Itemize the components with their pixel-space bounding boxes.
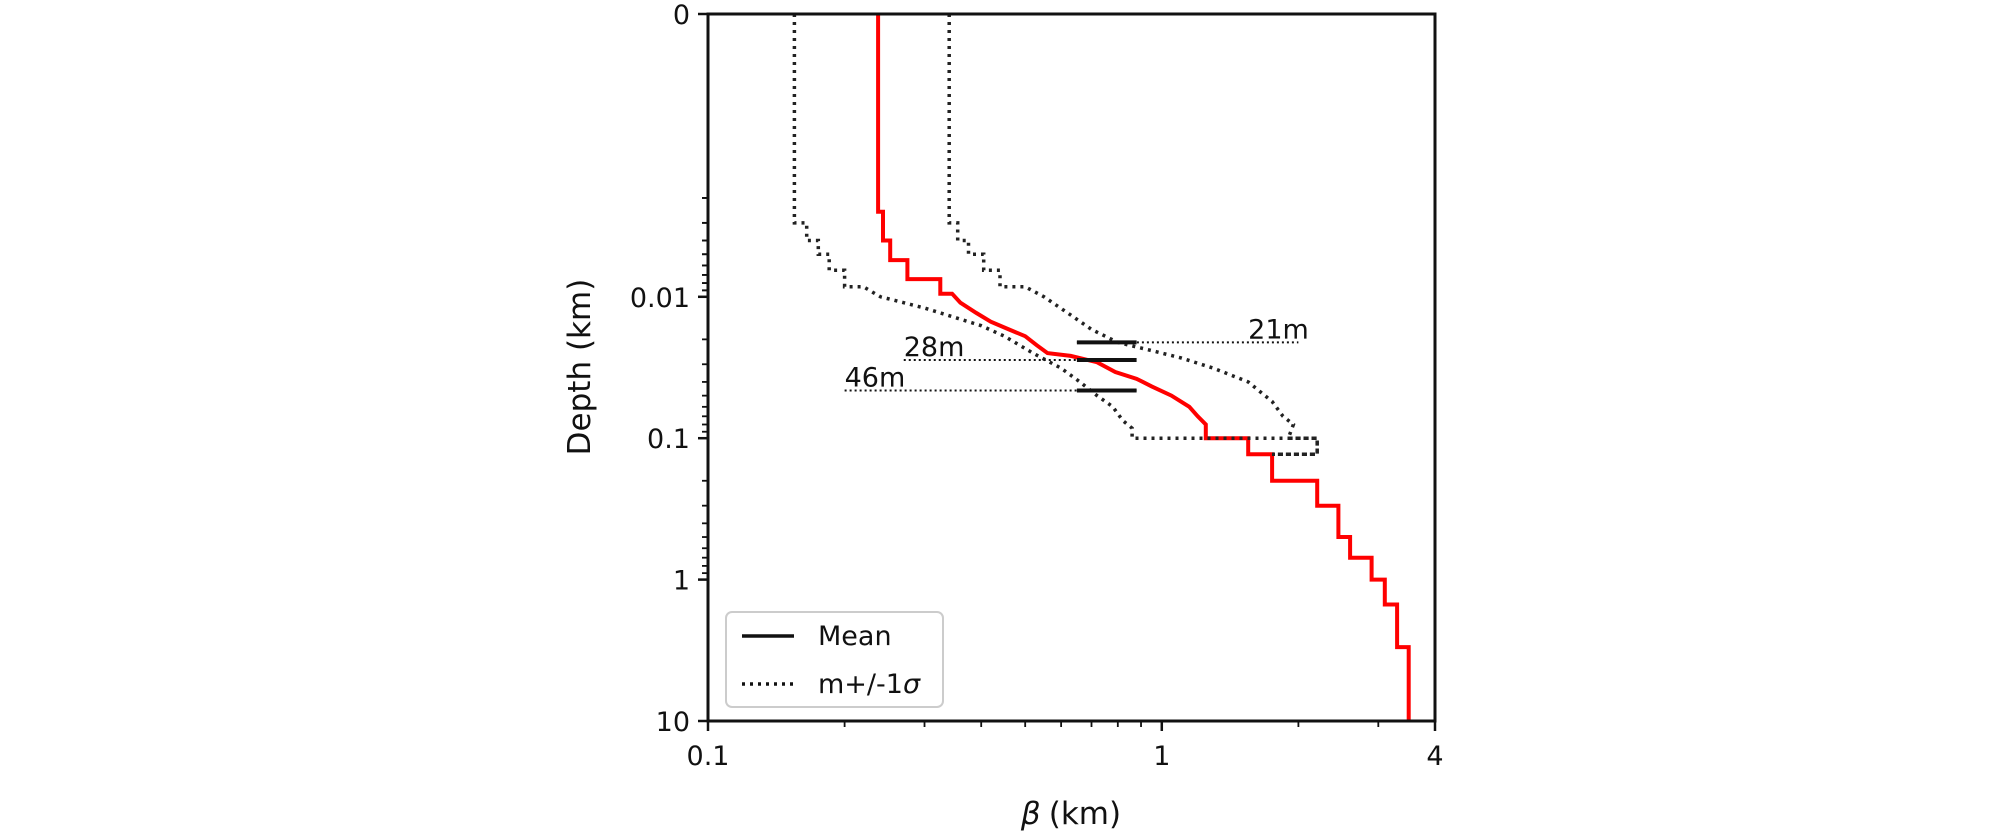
x-axis-title: β (km): [1020, 796, 1121, 832]
y-tick-label-0.1: 0.1: [647, 424, 690, 455]
x-axis-title-unit: (km): [1049, 796, 1121, 832]
x-tick-label-0.1: 0.1: [687, 741, 730, 772]
legend-label-sigma-symbol: σ: [903, 669, 921, 700]
sigma-profile-line-2: [947, 14, 1319, 457]
annotation-label-28m: 28m: [904, 332, 965, 363]
y-axis-title: Depth (km): [562, 279, 598, 456]
y-tick-label-10: 10: [656, 707, 690, 738]
legend-label-sigma: m+/-1σ: [818, 669, 921, 700]
y-tick-label-0.01: 0.01: [630, 283, 690, 314]
axis-ticks: 0.1 1 4 0 0.01 0.1 1 10: [630, 0, 1444, 772]
legend-label-sigma-main: m+/-1: [818, 669, 903, 700]
legend: Mean m+/-1σ: [725, 611, 944, 708]
y-tick-label-1: 1: [673, 566, 690, 597]
annotation-label-21m: 21m: [1248, 314, 1309, 345]
annotation-label-46m: 46m: [845, 363, 906, 394]
x-tick-label-4: 4: [1426, 741, 1443, 772]
plot-frame: [706, 12, 1437, 723]
mean-profile-line: [876, 14, 1411, 721]
legend-label-mean: Mean: [818, 621, 892, 652]
x-axis-title-symbol: β: [1020, 796, 1041, 832]
x-tick-label-1: 1: [1153, 741, 1170, 772]
y-tick-label-0: 0: [673, 0, 690, 31]
